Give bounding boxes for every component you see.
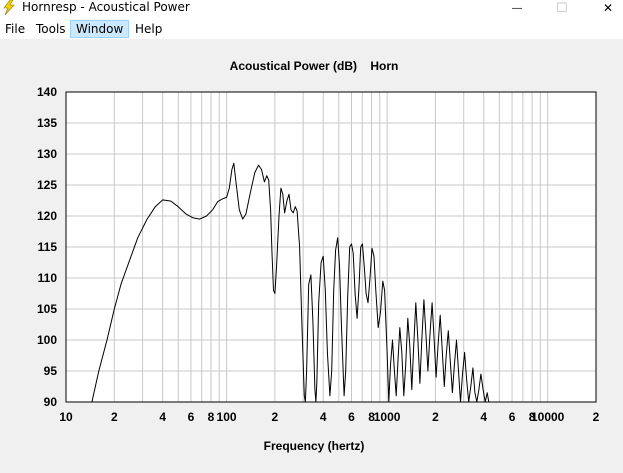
- close-icon: ✕: [602, 1, 614, 15]
- x-tick-label: 6: [509, 410, 516, 424]
- window-title: Hornresp - Acoustical Power: [22, 0, 190, 14]
- x-tick-label: 8: [529, 410, 536, 424]
- chart-title: Acoustical Power (dB) Horn: [230, 59, 399, 73]
- x-tick-label: 4: [480, 410, 487, 424]
- minimize-icon: —: [512, 2, 522, 14]
- x-tick-label: 2: [111, 410, 118, 424]
- y-tick-label: 140: [37, 85, 57, 99]
- y-tick-label: 100: [37, 333, 57, 347]
- x-tick-label: 6: [188, 410, 195, 424]
- y-tick-label: 110: [38, 271, 58, 285]
- plot-border: [65, 91, 597, 403]
- y-tick-label: 135: [37, 116, 57, 130]
- series-group: [91, 162, 490, 403]
- x-tick-label: 2: [272, 410, 279, 424]
- x-tick-label: 4: [320, 410, 327, 424]
- y-tick-label: 130: [37, 147, 57, 161]
- acoustical-power-chart: Acoustical Power (dB) Horn 90 95 100 105 110…: [37, 59, 600, 453]
- y-tick-label: 90: [44, 395, 58, 409]
- lightning-bolt-icon: [3, 0, 15, 15]
- x-tick-label: 1000: [374, 410, 401, 424]
- menu-tools[interactable]: Tools: [36, 22, 66, 36]
- y-tick-label: 115: [38, 240, 58, 254]
- menu-file[interactable]: File: [5, 22, 26, 36]
- x-tick-label: 2: [593, 410, 600, 424]
- window-titlebar: Hornresp - Acoustical Power — ☐ ✕: [0, 0, 623, 17]
- maximize-button[interactable]: ☐: [542, 0, 582, 16]
- y-tick-labels: 90 95 100 105 110 115 120 125 130 135 140: [37, 85, 57, 409]
- chart-grid: [66, 92, 596, 402]
- menu-window[interactable]: Window: [70, 20, 130, 38]
- y-tick-label: 95: [44, 364, 58, 378]
- x-tick-label: 4: [159, 410, 166, 424]
- y-tick-label: 125: [37, 178, 57, 192]
- maximize-icon: ☐: [556, 0, 568, 15]
- menu-help[interactable]: Help: [135, 22, 163, 36]
- x-tick-label: 10: [59, 410, 73, 424]
- x-axis-label: Frequency (hertz): [264, 439, 365, 453]
- minimize-button[interactable]: —: [497, 0, 537, 16]
- x-tick-label: 2: [432, 410, 439, 424]
- x-tick-label: 6: [348, 410, 355, 424]
- y-tick-label: 120: [37, 209, 57, 223]
- x-tick-label: 10000: [531, 410, 565, 424]
- x-tick-label: 100: [217, 410, 237, 424]
- acoustical-power-line: [91, 162, 490, 403]
- x-tick-label: 8: [208, 410, 215, 424]
- x-tick-label: 8: [368, 410, 375, 424]
- chart-area: Acoustical Power (dB) Horn 90 95 100 105 110…: [0, 39, 623, 473]
- y-tick-label: 105: [37, 302, 57, 316]
- close-button[interactable]: ✕: [588, 0, 623, 16]
- menu-bar: File Tools Window Help: [0, 19, 623, 39]
